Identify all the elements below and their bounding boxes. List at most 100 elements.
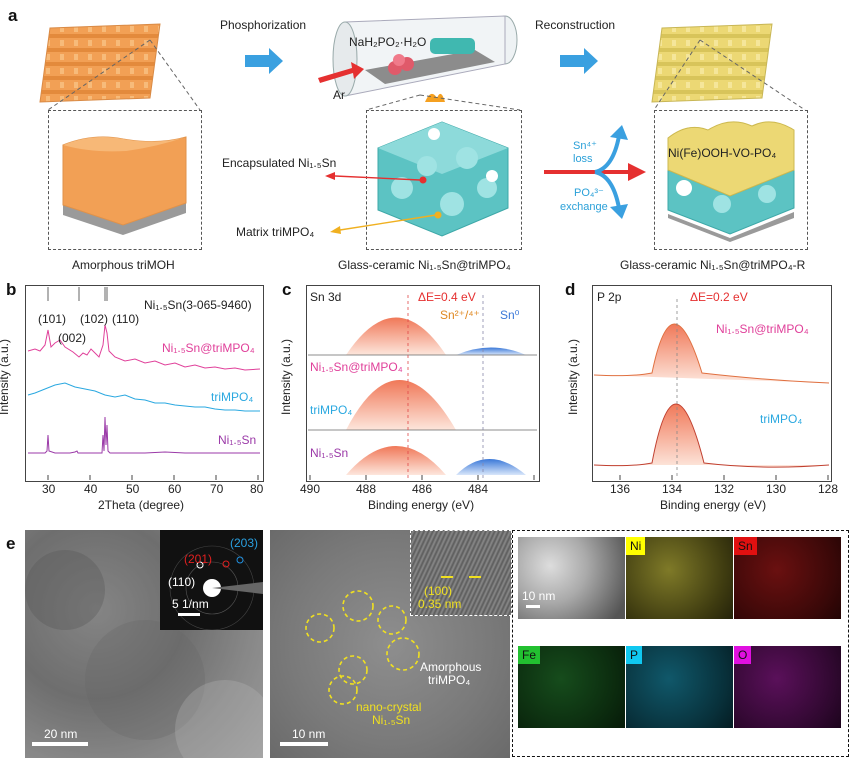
sn-loss-bottom: loss <box>573 153 593 165</box>
tube-furnace <box>332 15 518 102</box>
scale-label-e: 20 nm <box>44 727 78 741</box>
saed-inset <box>160 530 263 630</box>
map-tile-p: P <box>626 646 733 728</box>
panel-b-label: b <box>6 280 17 299</box>
reconstructed-cube <box>667 121 795 242</box>
panel-c-delta: ΔE=0.4 eV <box>418 290 476 304</box>
pointer-arrows <box>325 172 442 234</box>
panel-b-ticks <box>47 475 259 480</box>
panel-d-label: d <box>565 280 576 299</box>
panel-a-label: a <box>8 6 18 25</box>
panel-c-xlabel: Binding energy (eV) <box>368 498 475 512</box>
map-tile-o: O <box>734 646 841 728</box>
panel-b-xlabel: 2Theta (degree) <box>98 498 185 512</box>
reagent-label: NaH₂PO₂·H₂O <box>349 35 427 49</box>
caption-glass-ceramic: Glass-ceramic Ni₁.₅Sn@triMPO₄ <box>338 258 511 272</box>
po4-bottom: exchange <box>560 201 608 213</box>
zoom-box-middle <box>366 110 522 250</box>
scale-label-f: 10 nm <box>292 727 326 741</box>
inset-scale-label: 5 1/nm <box>172 597 209 611</box>
ring-203-label: (203) <box>230 536 259 550</box>
panel-d-delta: ΔE=0.2 eV <box>690 290 748 304</box>
inset-plane-label: (100) <box>424 584 453 598</box>
panel-e-label: e <box>6 534 16 553</box>
zoom-guides <box>47 39 806 111</box>
panel-b-ylabel: Intensity (a.u.) <box>0 338 12 416</box>
scale-bar-g <box>526 605 540 608</box>
gas-label: Ar <box>333 88 345 102</box>
panel-c-sn-zero: Sn⁰ <box>500 308 520 322</box>
panel-d-tick-130: 130 <box>766 482 787 496</box>
zoom-box-left <box>48 110 202 250</box>
panel-d-series-trimpo4: triMPO₄ <box>760 412 803 426</box>
panel-b-tick-60: 60 <box>168 482 182 496</box>
series-trimpo4-label: triMPO₄ <box>211 390 254 404</box>
series-composite-label: Ni₁.₅Sn@triMPO₄ <box>162 341 255 355</box>
peak-002: (002) <box>58 331 87 345</box>
panel-c-tick-488: 488 <box>356 482 377 496</box>
peak-102: (102) <box>80 312 109 326</box>
peak-101: (101) <box>38 312 67 326</box>
woven-mat-orange <box>39 23 161 103</box>
panel-b-tick-30: 30 <box>42 482 56 496</box>
panel-d-tick-132: 132 <box>714 482 735 496</box>
amorphous-label-2: triMPO₄ <box>428 673 471 687</box>
exchange-arrows <box>544 125 646 219</box>
reconstruction-label: Reconstruction <box>535 18 616 32</box>
panel-d-tick-128: 128 <box>818 482 839 496</box>
panel-c-title: Sn 3d <box>310 290 342 304</box>
panel-d-series-composite: Ni₁.₅Sn@triMPO₄ <box>716 322 809 336</box>
panel-b-plot <box>27 287 261 480</box>
panel-c-series-trimpo4: triMPO₄ <box>310 403 353 417</box>
panel-d-title: P 2p <box>597 290 622 304</box>
panel-d-ylabel: Intensity (a.u.) <box>566 338 581 416</box>
xrd-ref-label: Ni₁.₅Sn(3-065-9460) <box>144 298 252 312</box>
caption-glass-ceramic-r: Glass-ceramic Ni₁.₅Sn@triMPO₄-R <box>620 258 806 272</box>
inset-spacing-label: 0.35 nm <box>418 597 462 611</box>
panel-d-tick-136: 136 <box>610 482 631 496</box>
panel-d-frame <box>592 285 832 482</box>
sn-loss-top: Sn⁴⁺ <box>573 140 597 152</box>
matrix-label: Matrix triMPO₄ <box>236 225 315 239</box>
panel-d-tick-134: 134 <box>662 482 683 496</box>
panel-b-tick-50: 50 <box>126 482 140 496</box>
ring-110-label: (110) <box>168 575 196 589</box>
scale-bar-f <box>280 742 328 746</box>
xrd-curve-composite <box>27 324 261 371</box>
amorphous-label-1: Amorphous <box>420 660 482 674</box>
panel-d-plot <box>593 299 830 480</box>
panel-c-tick-486: 486 <box>412 482 433 496</box>
caption-amorphous: Amorphous triMOH <box>72 258 175 272</box>
woven-mat-yellow <box>651 23 773 103</box>
phosphorization-label: Phosphorization <box>220 18 307 32</box>
hrtem-inset <box>410 530 512 616</box>
haadf-tile: 10 nm <box>518 537 625 619</box>
surface-label: Ni(Fe)OOH-VO-PO₄ <box>668 146 777 160</box>
panel-c-label: c <box>282 280 292 299</box>
panel-c-sn-ox: Sn²⁺/⁴⁺ <box>440 308 480 322</box>
panel-c-plot <box>308 295 537 480</box>
arrow-right-icon <box>245 48 283 74</box>
amorphous-cube <box>62 136 187 235</box>
scale-label-g: 10 nm <box>522 589 556 603</box>
glass-ceramic-cube <box>377 121 509 237</box>
map-tag-p: P <box>626 646 643 664</box>
panel-c-frame <box>306 285 540 482</box>
map-tile-ni: Ni <box>626 537 733 619</box>
series-ni15sn-label: Ni₁.₅Sn <box>218 433 257 447</box>
panel-c-ylabel: Intensity (a.u.) <box>279 338 294 416</box>
panel-c-tick-490: 490 <box>300 482 321 496</box>
map-tag-o: O <box>734 646 752 664</box>
map-tile-sn: Sn <box>734 537 841 619</box>
panel-g-frame <box>512 530 849 757</box>
panel-c-series-composite: Ni₁.₅Sn@triMPO₄ <box>310 360 403 374</box>
arrow-right-icon <box>560 48 598 74</box>
panel-b-tick-40: 40 <box>84 482 98 496</box>
map-tag-sn: Sn <box>734 537 757 555</box>
panel-b-tick-80: 80 <box>250 482 264 496</box>
map-tag-fe: Fe <box>518 646 541 664</box>
gas-inlet-arrow <box>318 62 364 83</box>
panel-c-series-ni15sn: Ni₁.₅Sn <box>310 446 349 460</box>
xrd-curve-ni15sn <box>28 416 260 454</box>
map-tile-fe: Fe <box>518 646 625 728</box>
